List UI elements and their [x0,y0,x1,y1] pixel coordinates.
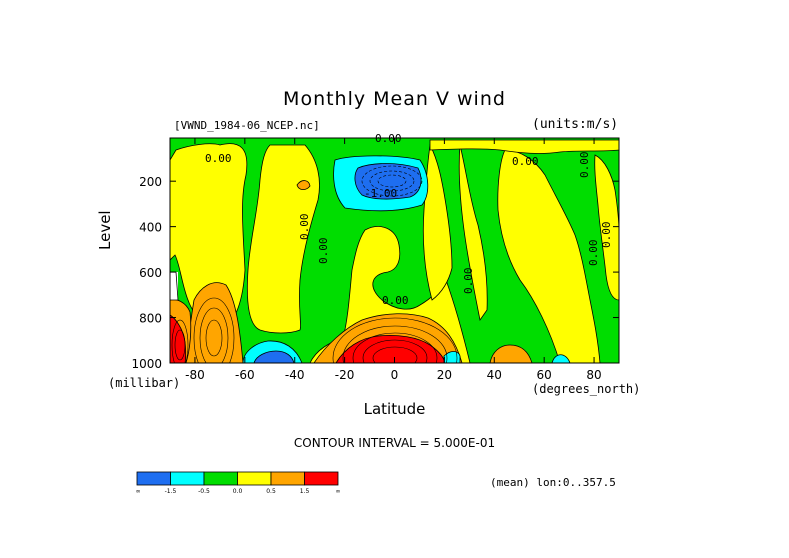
contour-region-7 [594,154,619,301]
colorbar-label: ∞ [336,488,341,495]
averaging-note: (mean) lon:0..357.5 [490,476,616,489]
x-tick-label: 40 [487,368,502,382]
colorbar-label: 0.0 [233,488,243,495]
contour-region-18 [253,350,295,363]
colorbar-label: 0.5 [266,488,276,495]
colorbar-label: -1.5 [165,488,177,495]
colorbar-legend: -∞ -1.5 -0.5 0.0 0.5 1.5 ∞ [136,471,341,495]
contour-region-5 [497,149,601,363]
y-tick-label: 800 [139,312,162,326]
units-label: (units:m/s) [532,117,619,132]
contour-label: 0.00 [587,240,600,267]
x-tick-label: -80 [185,368,205,382]
x-tick-label: 60 [537,368,552,382]
x-tick-label: 80 [586,368,601,382]
contour-line [193,297,235,363]
x-axis-label: Latitude [363,400,426,418]
contour-line [372,346,418,363]
contour-line [199,307,229,363]
colorbar-swatch [136,471,171,486]
contour-interval-note: CONTOUR INTERVAL = 5.000E-01 [293,436,496,450]
x-tick-label: -60 [235,368,255,382]
contour-region-1 [246,144,320,334]
y-axis-label: Level [96,210,114,250]
colorbar-label: -∞ [136,488,141,495]
colorbar-swatch [237,471,272,486]
contour-label: 0.00 [205,152,232,165]
contour-region-8 [429,139,619,154]
x-tick-label: -20 [335,368,355,382]
colorbar-swatch [270,471,305,486]
contour-line [369,170,415,192]
contour-region-10 [354,163,422,200]
contour-label: 0.00 [462,268,475,295]
contour-region-2 [296,180,311,191]
contour-line [171,319,189,363]
colorbar-label: 1.5 [300,488,310,495]
dataset-label: [VWND_1984-06_NCEP.nc] [174,119,320,132]
contour-line [342,325,448,363]
x-tick-label: 20 [437,368,452,382]
chart-title: Monthly Mean V wind [283,88,506,110]
y-tick-label: 1000 [131,357,162,371]
contour-region-16 [489,344,533,363]
missing-data-area [170,272,178,300]
contour-label: -1.00 [364,187,397,200]
contour-line [377,174,407,188]
contour-line [174,329,186,361]
y-tick-label: 200 [139,175,162,189]
contour-label: 0.00 [578,152,591,179]
contour-line [205,319,223,357]
x-axis-units: (degrees_north) [532,382,641,396]
y-tick-label: 400 [139,221,162,235]
contour-label: 0.00 [298,214,311,241]
x-tick-label: 0 [391,368,399,382]
contour-label: 0.00 [317,238,330,265]
contour-label: 0.00 [382,294,409,307]
colorbar-swatch [304,471,339,486]
contour-plot: 0.000.00-1.000.00 0.000.000.000.000.000.0… [131,132,620,382]
contour-label: 0.00 [512,155,539,168]
colorbar-label: -0.5 [198,488,210,495]
y-axis-units: (millibar) [108,376,181,390]
contour-label: 0.00 [600,222,613,249]
y-tick-label: 600 [139,266,162,280]
contour-region-6 [458,144,488,321]
colorbar-swatch [170,471,205,486]
x-tick-label: -40 [285,368,305,382]
contour-line [361,165,423,197]
contour-line [362,339,428,363]
contour-line [332,317,458,363]
contour-line [352,332,438,363]
contour-region-0 [170,143,248,328]
colorbar-swatch [203,471,238,486]
